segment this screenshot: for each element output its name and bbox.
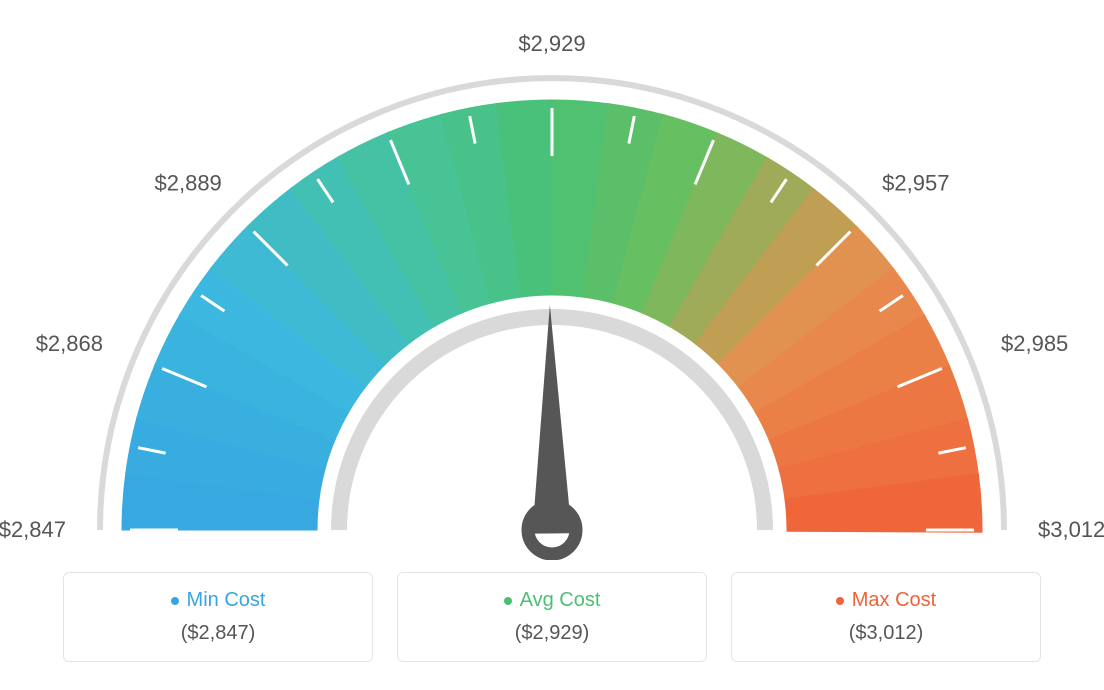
legend-dot-avg bbox=[504, 597, 512, 605]
gauge-tick-label: $3,012 bbox=[1038, 517, 1104, 543]
legend-card-avg: Avg Cost ($2,929) bbox=[397, 572, 707, 662]
gauge-tick-label: $2,957 bbox=[882, 171, 949, 197]
legend-card-min: Min Cost ($2,847) bbox=[63, 572, 373, 662]
legend-dot-min bbox=[171, 597, 179, 605]
legend-title-min: Min Cost bbox=[171, 589, 266, 612]
legend-value-avg: ($2,929) bbox=[410, 622, 694, 645]
legend-card-max: Max Cost ($3,012) bbox=[731, 572, 1041, 662]
legend-title-min-text: Min Cost bbox=[187, 589, 266, 612]
gauge-tick-label: $2,868 bbox=[36, 331, 103, 357]
gauge-tick-label: $2,985 bbox=[1001, 331, 1068, 357]
chart-container: $2,847 $2,868 $2,889 $2,929 $2,957 $2,985 $3,0… bbox=[0, 0, 1104, 690]
legend-value-max: ($3,012) bbox=[744, 622, 1028, 645]
legend-title-avg: Avg Cost bbox=[504, 589, 601, 612]
legend-title-max: Max Cost bbox=[836, 589, 936, 612]
gauge-wrapper: $2,847 $2,868 $2,889 $2,929 $2,957 $2,985 $3,0… bbox=[0, 20, 1104, 560]
legend-row: Min Cost ($2,847) Avg Cost ($2,929) Max … bbox=[0, 572, 1104, 662]
gauge-tick-label: $2,847 bbox=[0, 517, 66, 543]
legend-title-avg-text: Avg Cost bbox=[520, 589, 601, 612]
gauge-tick-label: $2,889 bbox=[155, 171, 222, 197]
legend-title-max-text: Max Cost bbox=[852, 589, 936, 612]
legend-dot-max bbox=[836, 597, 844, 605]
legend-value-min: ($2,847) bbox=[76, 622, 360, 645]
gauge-tick-label: $2,929 bbox=[518, 31, 585, 57]
gauge-svg bbox=[0, 20, 1104, 560]
